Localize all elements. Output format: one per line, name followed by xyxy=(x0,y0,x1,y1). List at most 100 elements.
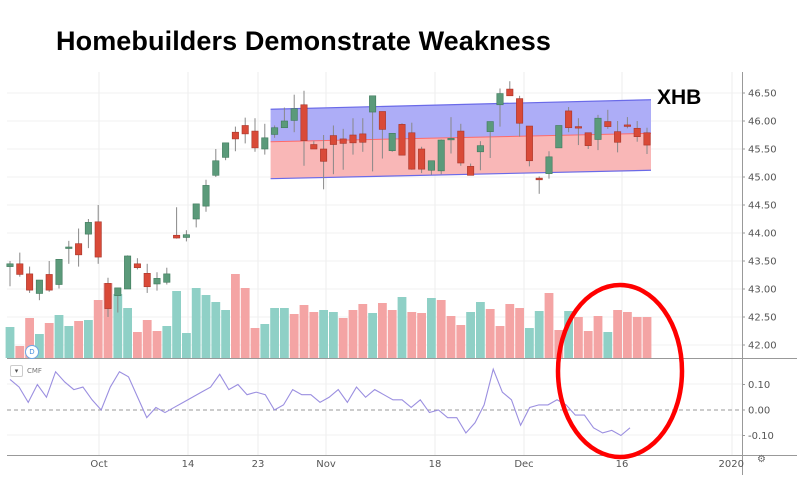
volume-bar xyxy=(260,324,270,358)
candle xyxy=(222,142,230,158)
volume-bar xyxy=(427,298,436,358)
volume-bar xyxy=(182,333,191,358)
volume-bar xyxy=(44,323,54,358)
volume-bar xyxy=(54,315,64,358)
chart-title: Homebuilders Demonstrate Weakness xyxy=(56,26,551,56)
volume-bar xyxy=(201,295,211,358)
volume-bar xyxy=(387,310,397,358)
indicator-label: CMF xyxy=(27,367,42,375)
cmf-tick-label: 0.10 xyxy=(748,380,770,391)
candle xyxy=(65,246,73,249)
volume-bar xyxy=(142,320,152,358)
time-tick-label: Dec xyxy=(514,459,533,470)
volume-bar xyxy=(436,300,446,358)
price-tick-label: 43.00 xyxy=(748,285,777,296)
volume-bar xyxy=(162,326,172,358)
time-tick-label: 14 xyxy=(182,459,195,470)
candle xyxy=(26,273,34,291)
volume-bar xyxy=(358,304,368,358)
candle xyxy=(114,287,122,297)
candle xyxy=(604,121,612,127)
volume-bar xyxy=(319,310,328,358)
candle xyxy=(173,234,181,239)
volume-bar xyxy=(172,291,181,358)
price-axis[interactable]: 46.50 46.00 45.50 45.00 44.50 44.00 43.50 43.00… xyxy=(742,89,777,352)
candle xyxy=(143,273,151,288)
volume-bar xyxy=(338,318,348,358)
candle xyxy=(574,126,582,129)
candle xyxy=(398,124,406,156)
volume-bar xyxy=(603,332,613,358)
candle xyxy=(339,138,347,144)
annotation-ellipse xyxy=(555,282,685,460)
candle xyxy=(104,283,112,309)
price-tick-label: 44.50 xyxy=(748,201,777,212)
price-tick-label: 42.50 xyxy=(748,313,777,324)
candle xyxy=(408,132,416,170)
candle xyxy=(153,278,161,285)
price-tick-label: 42.00 xyxy=(748,341,777,352)
volume-bar xyxy=(250,328,260,358)
time-tick-label: Nov xyxy=(316,459,336,470)
gear-icon[interactable]: ⚙ xyxy=(757,454,766,465)
candle xyxy=(506,88,514,97)
candle xyxy=(251,130,259,149)
cmf-tick-label: -0.10 xyxy=(748,431,774,442)
candle xyxy=(94,221,102,258)
candle xyxy=(476,145,484,153)
volume-bar xyxy=(270,308,279,358)
cmf-indicator xyxy=(7,367,742,437)
candle xyxy=(182,234,190,238)
volume-bar xyxy=(407,312,417,358)
candle xyxy=(545,156,553,174)
volume-bar xyxy=(64,326,74,358)
volume-bar xyxy=(103,283,113,358)
candle xyxy=(124,255,132,290)
candle xyxy=(614,131,622,143)
collapse-indicator-button[interactable]: ▾ xyxy=(10,365,23,377)
volume-bar xyxy=(476,302,485,358)
volume-bar xyxy=(123,308,132,358)
volume-bar xyxy=(221,310,230,358)
volume-bar xyxy=(623,312,632,358)
candle xyxy=(280,120,288,129)
volume-bar xyxy=(133,332,142,358)
volume-bar xyxy=(93,300,103,358)
candle xyxy=(310,144,318,150)
cmf-axis[interactable]: 0.10 0.00 -0.10 xyxy=(742,380,774,442)
candle xyxy=(163,273,171,283)
volume-bar xyxy=(35,334,44,358)
candle xyxy=(496,93,504,106)
cmf-legend: ▾ CMF xyxy=(10,365,42,377)
candle xyxy=(623,124,631,127)
volume-bar xyxy=(299,305,309,358)
volume-bar xyxy=(466,312,475,358)
candle xyxy=(75,243,83,256)
candle xyxy=(231,131,239,140)
candle xyxy=(133,263,141,269)
volume-bar xyxy=(152,331,162,358)
volume-bar xyxy=(485,309,495,358)
candle xyxy=(633,127,641,137)
price-tick-label: 45.00 xyxy=(748,173,777,184)
volume-bar xyxy=(525,328,534,358)
time-tick-label: 16 xyxy=(616,459,629,470)
volume-bar xyxy=(15,346,25,358)
ticker-symbol: XHB xyxy=(657,86,702,109)
candle xyxy=(45,274,53,291)
candle xyxy=(241,125,249,135)
volume-bar xyxy=(564,311,573,358)
candle xyxy=(212,160,220,176)
candle xyxy=(457,130,465,164)
time-tick-label: 2020 xyxy=(719,459,744,470)
time-tick-label: 23 xyxy=(252,459,265,470)
candle xyxy=(320,148,328,162)
dividend-marker[interactable]: D xyxy=(25,345,39,359)
volume-bar xyxy=(348,310,358,358)
volume-bar xyxy=(25,318,34,358)
candle xyxy=(16,263,24,275)
volume-bar xyxy=(113,294,123,358)
time-axis[interactable]: Oct 14 23 Nov 18 Dec 16 2020 xyxy=(90,459,744,470)
candle xyxy=(535,177,543,181)
